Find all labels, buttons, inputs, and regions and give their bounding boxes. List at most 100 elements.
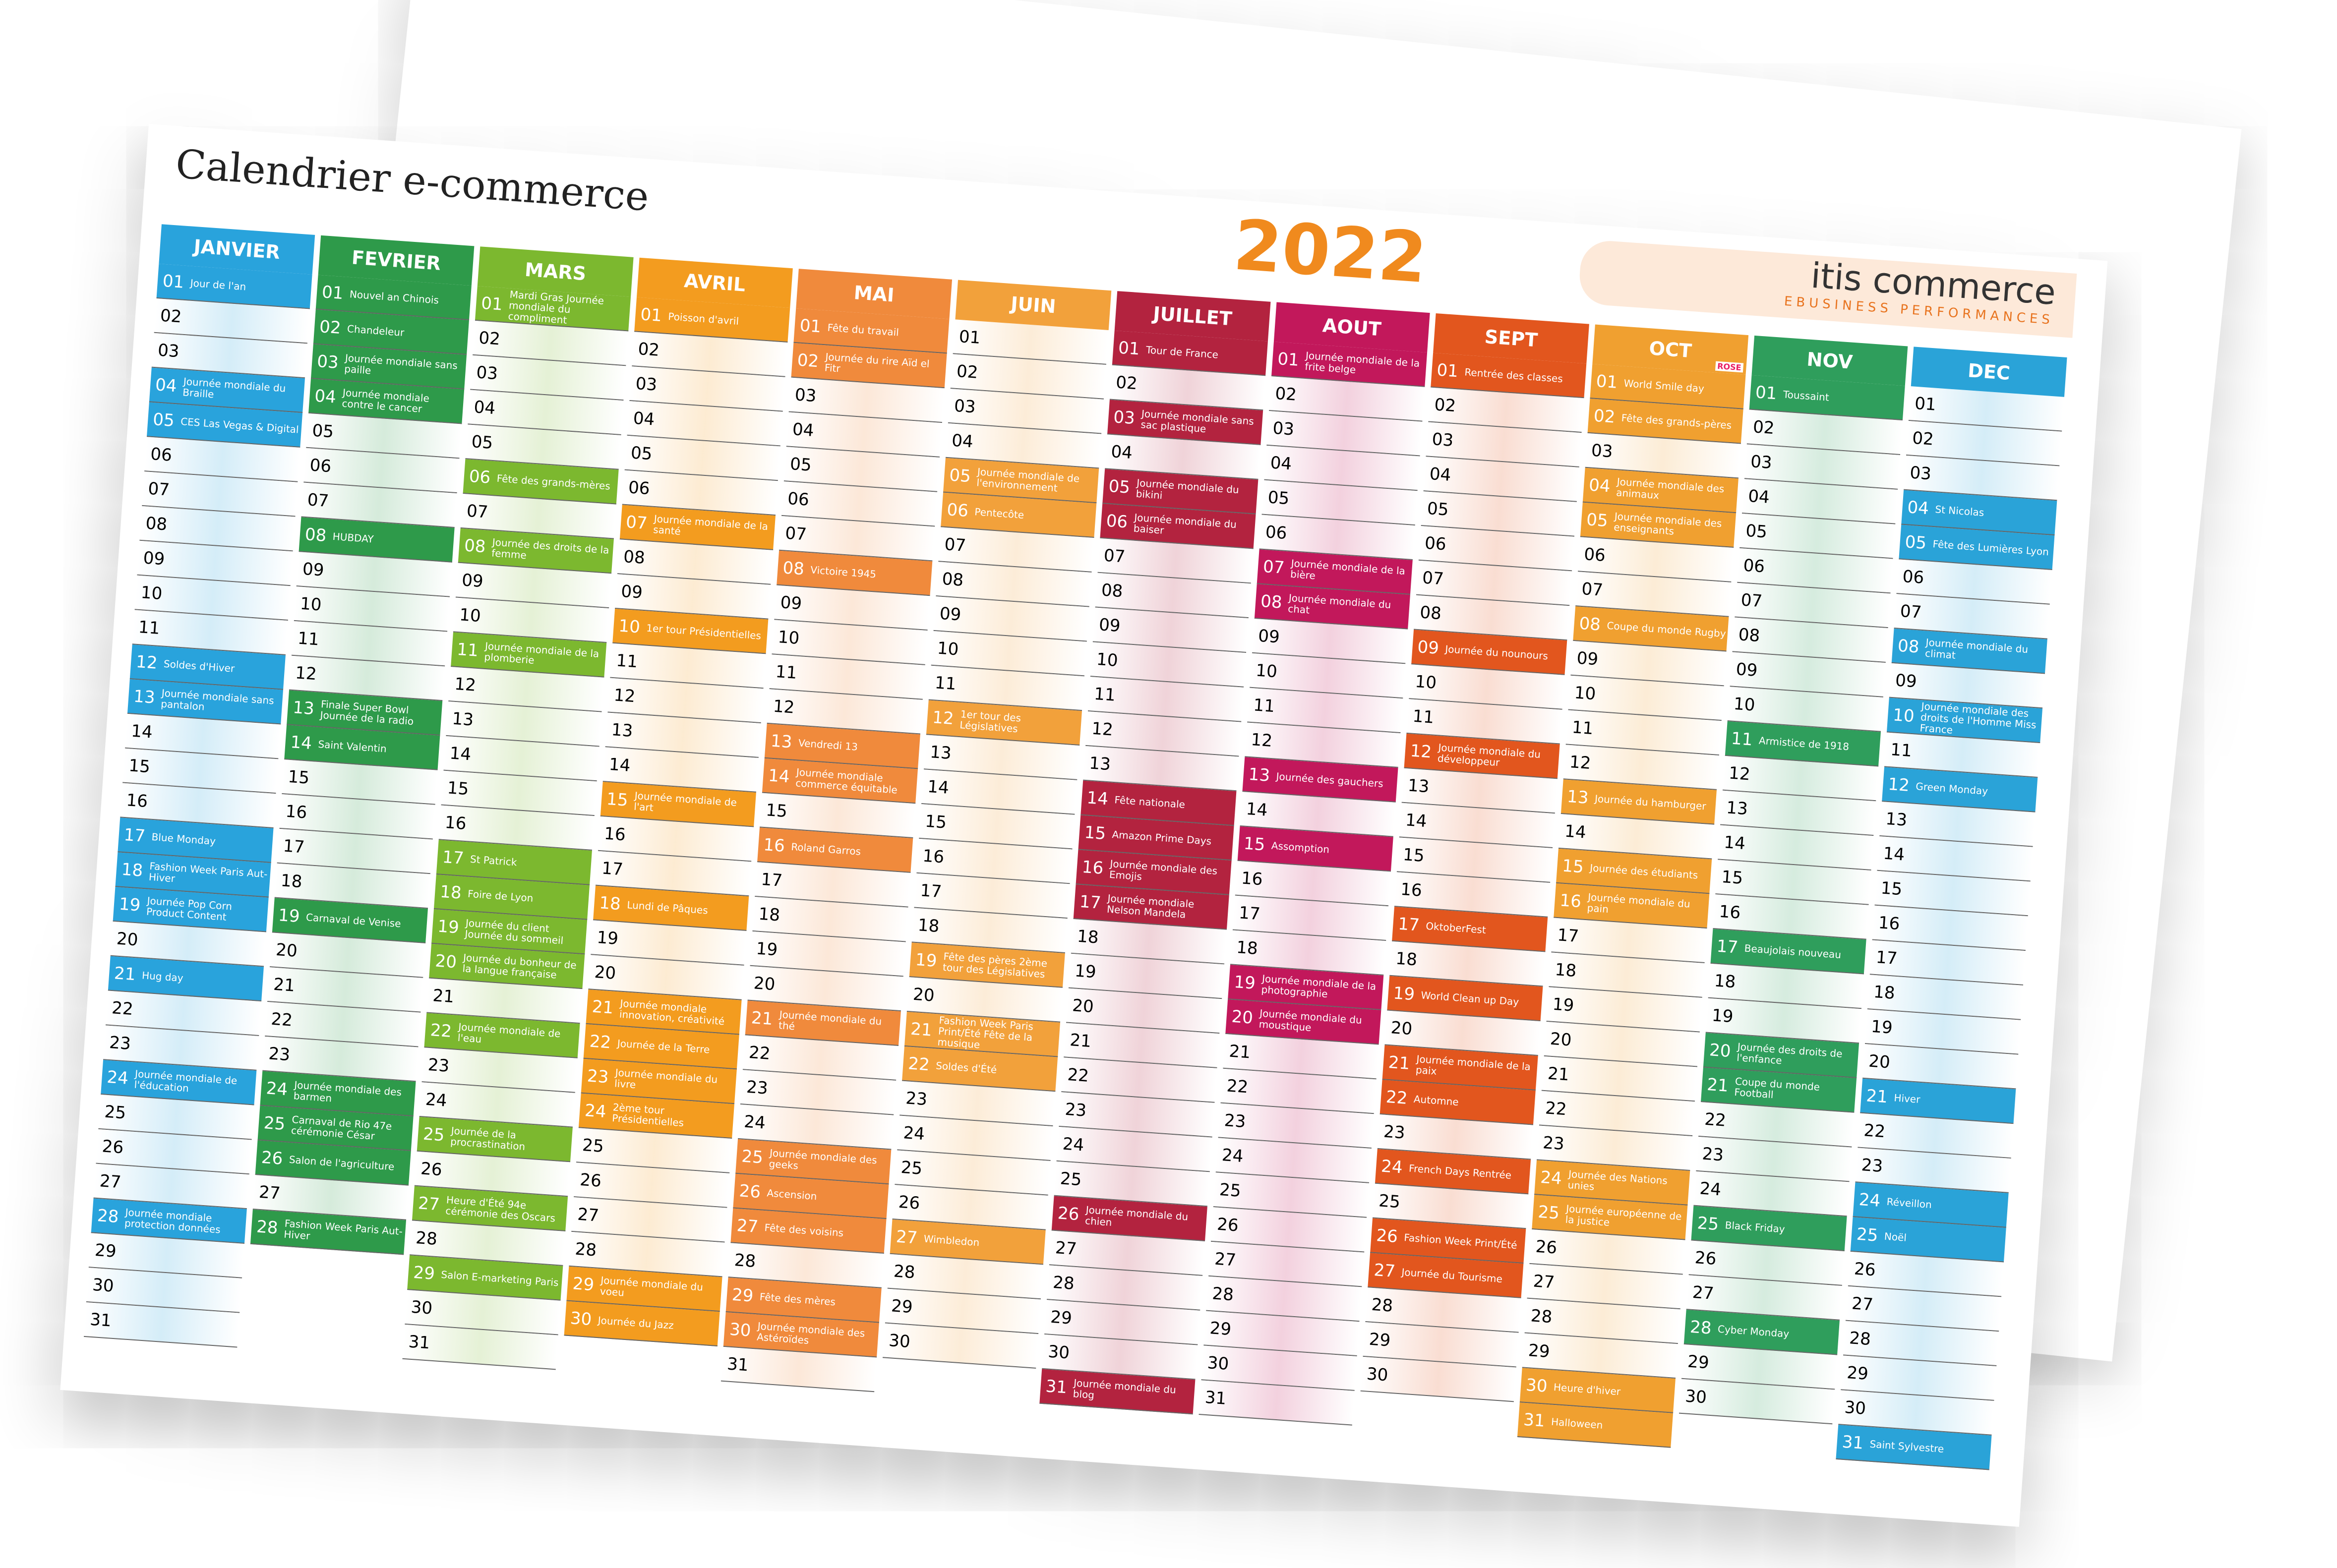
day-number: 08 — [1419, 602, 1442, 624]
day-event: Salon de l'agriculture — [289, 1153, 395, 1173]
day-number: 09 — [301, 559, 325, 581]
day-event: Hug day — [141, 969, 184, 985]
day-number: 11 — [615, 650, 639, 672]
day-number: 22 — [1226, 1076, 1249, 1098]
day-number: 16 — [1240, 868, 1263, 890]
day-number: 03 — [157, 340, 180, 362]
day-number: 29 — [731, 1284, 754, 1306]
day-number: 01 — [162, 271, 185, 292]
day-number: 02 — [956, 361, 979, 383]
day-number: 18 — [120, 859, 144, 881]
day-number: 13 — [132, 686, 156, 708]
day-number: 14 — [290, 732, 313, 754]
day-number: 21 — [909, 1019, 933, 1041]
day-number: 20 — [434, 951, 458, 973]
day-number: 28 — [733, 1250, 757, 1272]
day-event: Journée mondiale de la frite belge — [1304, 349, 1421, 376]
day-event: Journée du rire Aïd el Fitr — [824, 350, 930, 375]
day-number: 05 — [471, 432, 494, 453]
month-name: AOUT — [1321, 314, 1382, 341]
day-number: 10 — [1255, 660, 1278, 682]
day-event: Journée de la Terre — [617, 1037, 711, 1056]
day-number: 12 — [1091, 718, 1114, 740]
day-number: 15 — [287, 766, 310, 788]
day-number: 22 — [1544, 1098, 1567, 1120]
day-number: 29 — [1050, 1307, 1073, 1329]
day-event: Toussaint — [1783, 388, 1830, 404]
day-event: Victoire 1945 — [810, 564, 877, 581]
day-number: 24 — [1699, 1178, 1722, 1200]
day-number: 02 — [1912, 428, 1935, 450]
day-number: 30 — [1844, 1397, 1867, 1419]
day-number: 02 — [796, 350, 820, 372]
day-number: 19 — [596, 928, 619, 949]
day-number: 20 — [1708, 1040, 1732, 1062]
day-number: 19 — [1552, 994, 1575, 1016]
day-number: 26 — [419, 1159, 443, 1180]
day-number: 13 — [1248, 764, 1271, 786]
day-number: 05 — [789, 454, 812, 475]
day-number: 30 — [728, 1319, 752, 1341]
day-number: 18 — [439, 881, 462, 903]
day-number: 27 — [99, 1171, 122, 1193]
day-number: 23 — [1382, 1121, 1406, 1143]
day-number: 23 — [268, 1044, 291, 1065]
day-number: 31 — [1841, 1432, 1864, 1453]
day-event: St Nicolas — [1934, 503, 1985, 519]
day-number: 01 — [480, 293, 503, 315]
day-event: Fête des grands-pères — [1621, 411, 1732, 432]
day-number: 02 — [1752, 417, 1775, 439]
day-event: Halloween — [1551, 1415, 1604, 1431]
day-event: Journée des étudiants — [1589, 862, 1699, 881]
day-number: 07 — [944, 534, 967, 556]
day-number: 15 — [765, 800, 788, 822]
day-number: 25 — [263, 1113, 286, 1135]
day-event: Carnaval de Venise — [305, 911, 402, 930]
day-number: 23 — [905, 1088, 928, 1110]
day-event: Fashion Week Paris Print/Été Fête de la … — [937, 1014, 1034, 1051]
day-number: 25 — [104, 1102, 127, 1123]
day-number: 17 — [760, 869, 783, 891]
day-number: 14 — [449, 743, 472, 765]
day-number: 04 — [1588, 475, 1611, 497]
day-number: 23 — [1223, 1110, 1247, 1132]
day-number: 11 — [1412, 706, 1435, 728]
day-number: 23 — [586, 1066, 609, 1088]
day-number: 30 — [1366, 1364, 1389, 1386]
day-number: 03 — [1749, 452, 1773, 473]
day-number: 16 — [1400, 879, 1423, 901]
day-event: World Clean up Day — [1420, 989, 1520, 1008]
day-number: 12 — [1250, 730, 1273, 752]
day-event: Vendredi 13 — [798, 737, 858, 753]
day-event: Journée mondiale de l'eau — [457, 1021, 561, 1045]
day-number: 12 — [135, 651, 158, 673]
day-number: 02 — [318, 317, 342, 338]
day-event: Journée européenne de la justice — [1564, 1202, 1682, 1228]
day-number: 27 — [895, 1226, 918, 1248]
day-number: 08 — [463, 535, 486, 557]
day-number: 03 — [794, 385, 817, 407]
day-number: 19 — [1711, 1005, 1734, 1027]
day-number: 21 — [113, 963, 136, 985]
day-event: HUBDAY — [332, 530, 374, 545]
day-event: Journée du Jazz — [598, 1314, 674, 1332]
day-number: 15 — [446, 778, 470, 800]
day-number: 04 — [1907, 497, 1930, 519]
month-name: JUILLET — [1152, 302, 1233, 330]
day-number: 04 — [1269, 453, 1293, 474]
day-number: 24 — [1540, 1167, 1563, 1189]
day-event: Carnaval de Rio 47e cérémonie César — [291, 1113, 393, 1142]
day-number: 31 — [726, 1354, 749, 1376]
day-number: 05 — [1745, 521, 1768, 542]
day-number: 26 — [738, 1181, 762, 1203]
day-number: 11 — [1253, 695, 1276, 717]
day-event: Journée mondiale Nelson Mandela — [1106, 892, 1195, 921]
day-number: 07 — [1103, 545, 1126, 567]
day-number: 13 — [1566, 786, 1589, 808]
day-event: Journée mondiale du chien — [1084, 1204, 1189, 1228]
day-event: Journée mondiale de la santé — [653, 513, 769, 537]
day-event: Journée mondiale du moustique — [1258, 1007, 1363, 1034]
day-number: 19 — [437, 916, 460, 938]
day-number: 07 — [1899, 601, 1922, 623]
